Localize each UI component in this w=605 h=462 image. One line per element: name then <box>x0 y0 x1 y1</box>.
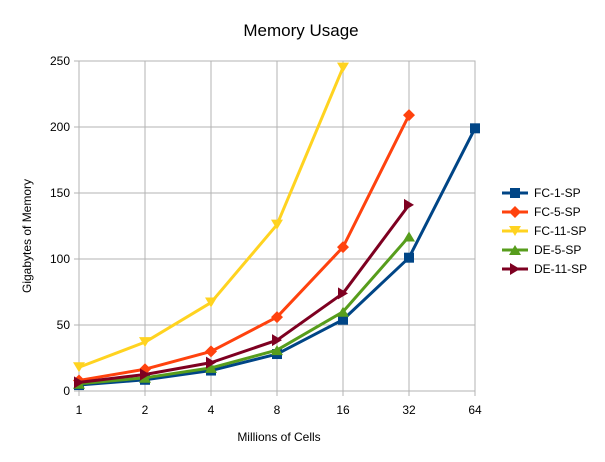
data-point <box>139 372 151 383</box>
series-de-11-sp <box>74 198 414 389</box>
legend-label: FC-1-SP <box>534 186 581 200</box>
y-axis-label: Gigabytes of Memory <box>20 179 34 293</box>
x-tick-label: 4 <box>208 403 215 417</box>
series-fc-5-sp <box>73 109 415 387</box>
legend-label: DE-11-SP <box>534 262 587 276</box>
x-axis-label: Millions of Cells <box>237 430 320 444</box>
plot-border <box>78 60 476 392</box>
data-point <box>403 109 415 122</box>
series-fc-11-sp <box>73 62 349 373</box>
y-tick-label: 150 <box>50 186 70 200</box>
data-point <box>470 123 480 134</box>
data-point <box>205 345 217 358</box>
legend-item: DE-5-SP <box>502 243 581 257</box>
plot-axes <box>74 60 476 396</box>
legend-item: DE-11-SP <box>502 262 587 276</box>
legend-item: FC-11-SP <box>502 224 586 238</box>
data-point <box>73 362 85 373</box>
legend-label: DE-5-SP <box>534 243 581 257</box>
series-de-5-sp <box>73 231 415 389</box>
x-tick-label: 16 <box>336 403 350 417</box>
data-point <box>338 314 348 325</box>
data-point <box>271 219 283 230</box>
legend-swatch-marker <box>509 226 521 236</box>
series-layer <box>73 62 480 391</box>
data-point <box>404 198 414 211</box>
legend-swatch-marker <box>509 245 521 255</box>
x-tick-label: 8 <box>274 403 281 417</box>
x-tick-label: 1 <box>76 403 83 417</box>
y-tick-label: 200 <box>50 120 70 134</box>
x-tick-label: 2 <box>142 403 149 417</box>
legend-label: FC-5-SP <box>534 205 581 219</box>
data-point <box>337 62 349 73</box>
data-point <box>140 368 150 381</box>
data-point <box>206 356 216 369</box>
legend-swatch-marker <box>509 206 521 218</box>
data-point <box>271 311 283 324</box>
legend: FC-1-SP FC-5-SP FC-11-SP DE-5-SP DE-11-SP <box>502 186 587 276</box>
legend-item: FC-1-SP <box>502 186 581 200</box>
data-point <box>403 231 415 242</box>
data-point <box>205 362 217 373</box>
series-line <box>78 203 411 384</box>
tick-labels: 0 50 100 150 200 250 1 2 4 8 16 32 64 <box>50 54 482 417</box>
data-point <box>271 345 283 356</box>
y-tick-label: 250 <box>50 54 70 68</box>
data-point <box>337 306 349 317</box>
legend-label: FC-11-SP <box>534 224 586 238</box>
chart-title: Memory Usage <box>243 21 358 40</box>
data-point <box>337 241 349 254</box>
series-line <box>78 114 411 382</box>
data-point <box>404 252 414 263</box>
y-tick-label: 100 <box>50 252 70 266</box>
x-tick-label: 64 <box>468 403 482 417</box>
x-tick-label: 32 <box>402 403 416 417</box>
data-point <box>139 337 151 348</box>
data-point <box>338 287 348 300</box>
legend-item: FC-5-SP <box>502 205 581 219</box>
data-point <box>205 297 217 308</box>
legend-swatch-marker <box>510 263 520 275</box>
legend-swatch-marker <box>510 188 520 198</box>
data-point <box>74 376 84 389</box>
series-line <box>78 235 411 386</box>
data-point <box>272 334 282 347</box>
y-tick-label: 0 <box>63 384 70 398</box>
y-tick-label: 50 <box>57 318 71 332</box>
